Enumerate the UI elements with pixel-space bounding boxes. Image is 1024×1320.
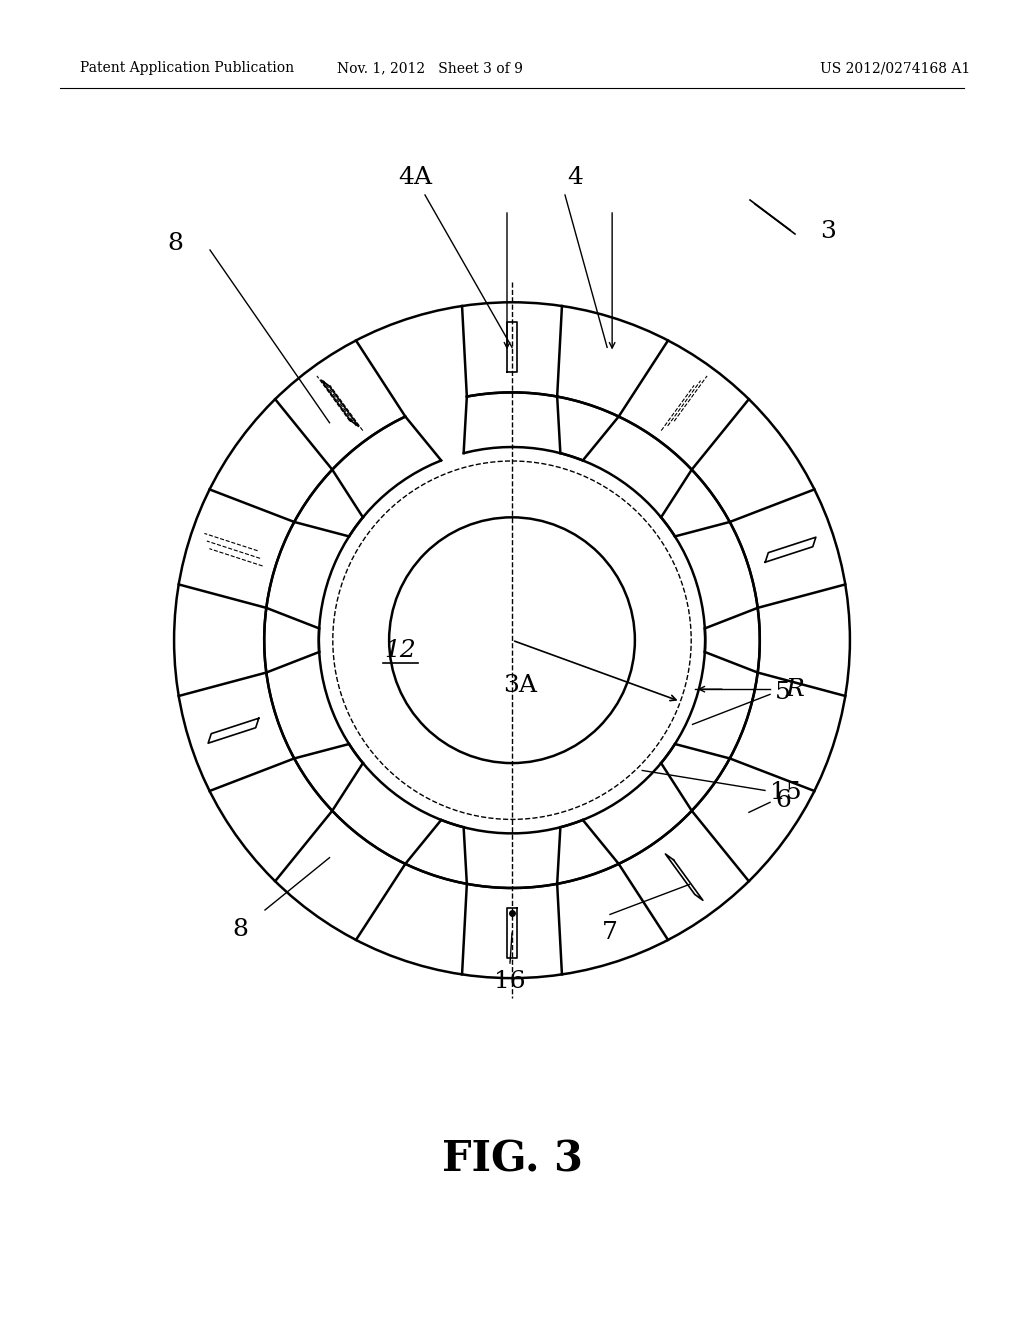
Text: Nov. 1, 2012   Sheet 3 of 9: Nov. 1, 2012 Sheet 3 of 9 — [337, 61, 523, 75]
Text: R: R — [785, 677, 804, 701]
Text: 5: 5 — [775, 681, 791, 704]
Text: 6: 6 — [775, 789, 791, 812]
Text: 15: 15 — [770, 781, 802, 804]
Text: 4A: 4A — [398, 166, 432, 190]
Text: 4: 4 — [567, 166, 583, 190]
Text: 8: 8 — [232, 919, 248, 941]
Text: Patent Application Publication: Patent Application Publication — [80, 61, 294, 75]
Text: FIG. 3: FIG. 3 — [441, 1139, 583, 1181]
Text: 12: 12 — [384, 639, 416, 661]
Text: 7: 7 — [602, 921, 617, 944]
Text: 16: 16 — [495, 970, 525, 993]
Text: 3A: 3A — [503, 673, 537, 697]
Text: 3: 3 — [820, 220, 836, 243]
Text: 8: 8 — [167, 231, 183, 255]
Text: US 2012/0274168 A1: US 2012/0274168 A1 — [820, 61, 971, 75]
